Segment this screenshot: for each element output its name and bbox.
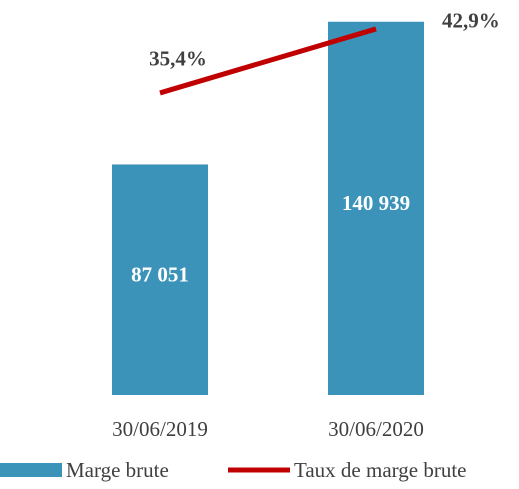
legend-label: Taux de marge brute: [294, 458, 467, 482]
bar: [112, 164, 208, 395]
bar: [328, 21, 424, 396]
x-tick-label: 30/06/2020: [328, 417, 424, 441]
line-value-label: 42,9%: [442, 9, 500, 33]
bar-value-label: 87 051: [131, 263, 189, 287]
bar-value-label: 140 939: [342, 191, 410, 215]
x-tick-label: 30/06/2019: [112, 417, 208, 441]
line: [159, 26, 377, 96]
line-value-label: 35,4%: [149, 47, 207, 71]
legend-label: Marge brute: [66, 458, 169, 482]
legend-swatch: [0, 463, 62, 477]
